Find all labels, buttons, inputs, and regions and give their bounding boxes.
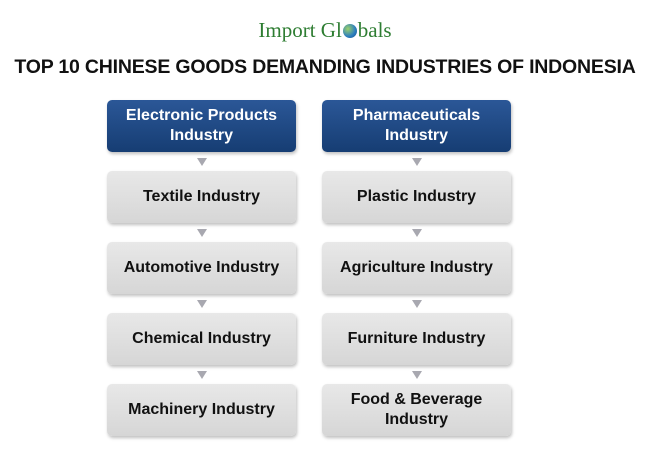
industry-box: Automotive Industry <box>107 242 296 294</box>
left-column: Electronic Products Industry Textile Ind… <box>107 100 296 436</box>
arrow-down-icon <box>322 365 511 384</box>
industry-box: Textile Industry <box>107 171 296 223</box>
header-box: Pharmaceuticals Industry <box>322 100 511 152</box>
industry-box: Plastic Industry <box>322 171 511 223</box>
arrow-down-icon <box>322 152 511 171</box>
logo-text-1: Import Gl <box>258 18 342 42</box>
arrow-down-icon <box>107 294 296 313</box>
logo-text-2: bals <box>357 18 392 42</box>
arrow-down-icon <box>322 294 511 313</box>
industry-box: Machinery Industry <box>107 384 296 436</box>
industry-box: Furniture Industry <box>322 313 511 365</box>
industry-box: Food & Beverage Industry <box>322 384 511 436</box>
globe-icon <box>342 24 357 38</box>
arrow-down-icon <box>107 152 296 171</box>
page-title: TOP 10 CHINESE GOODS DEMANDING INDUSTRIE… <box>14 56 636 78</box>
arrow-down-icon <box>107 365 296 384</box>
arrow-down-icon <box>107 223 296 242</box>
industry-box: Agriculture Industry <box>322 242 511 294</box>
header-box: Electronic Products Industry <box>107 100 296 152</box>
import-globals-logo: Import Gl bals <box>0 18 650 43</box>
right-column: Pharmaceuticals Industry Plastic Industr… <box>322 100 511 436</box>
arrow-down-icon <box>322 223 511 242</box>
industry-box: Chemical Industry <box>107 313 296 365</box>
